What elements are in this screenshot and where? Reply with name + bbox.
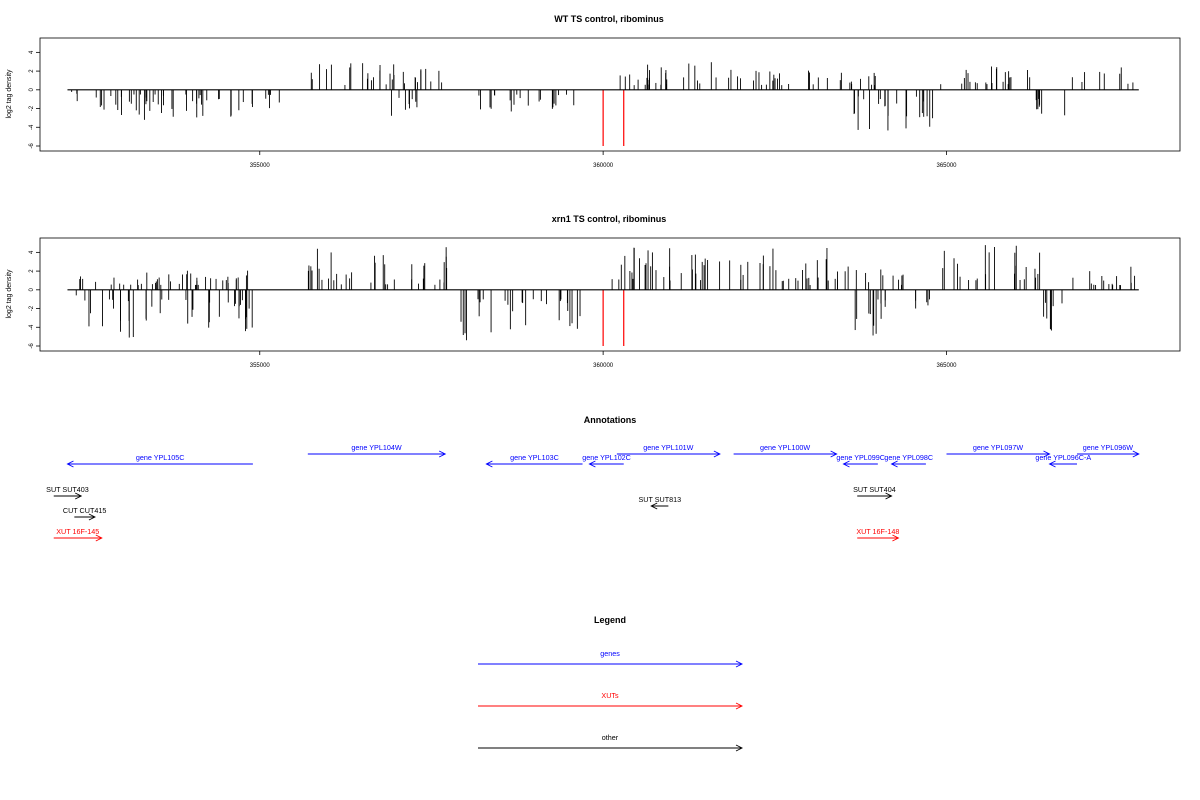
arrow-head <box>88 513 96 521</box>
feature-label: gene YPL101W <box>643 443 693 452</box>
x-tick-label: 360000 <box>593 363 614 369</box>
x-tick-label: 365000 <box>936 163 957 169</box>
plot-frame <box>39 37 1181 152</box>
arrow-head <box>75 492 83 500</box>
y-tick-label: -4 <box>29 124 35 130</box>
arrow-head <box>650 502 658 510</box>
feature-label: XUT 16F-148 <box>856 527 899 536</box>
y-tick-label: 2 <box>29 269 35 273</box>
legend: genes XUTs other <box>478 649 744 752</box>
panel-xrn1: xrn1 TS control, ribominus log2 tag dens… <box>6 214 1181 369</box>
arrow-head <box>735 702 744 710</box>
annotations-title: Annotations <box>584 415 637 425</box>
arrow-head <box>1043 450 1051 458</box>
panel-title: xrn1 TS control, ribominus <box>552 214 667 224</box>
arrow-head <box>66 460 74 468</box>
arrow-head <box>1048 460 1056 468</box>
y-tick-label: 4 <box>29 250 35 254</box>
legend-item: other <box>478 733 744 752</box>
feature-label: gene YPL098C <box>884 453 933 462</box>
feature-label: SUT SUT404 <box>853 485 896 494</box>
annotation-feature: gene YPL104W <box>307 443 447 458</box>
arrow-head <box>735 660 744 668</box>
feature-label: gene YPL099C <box>836 453 885 462</box>
annotation-feature: SUT SUT404 <box>853 485 896 500</box>
feature-label: SUT SUT813 <box>638 495 681 504</box>
annotation-feature: gene YPL102C <box>582 453 631 468</box>
y-tick-label: -6 <box>29 143 35 149</box>
y-tick-label: 2 <box>29 69 35 73</box>
feature-label: XUT 16F-145 <box>56 527 99 536</box>
arrow-head <box>885 492 893 500</box>
annotation-feature: SUT SUT403 <box>46 485 89 500</box>
panel-title: WT TS control, ribominus <box>554 14 664 24</box>
panel-wt: WT TS control, ribominus log2 tag densit… <box>6 14 1181 169</box>
y-axis-label: log2 tag density <box>6 269 13 319</box>
arrow-head <box>735 744 744 752</box>
feature-label: gene YPL105C <box>136 453 185 462</box>
arrow-head <box>95 534 103 542</box>
y-tick-label: 0 <box>29 287 35 291</box>
annotation-feature: gene YPL096W <box>1076 443 1140 458</box>
legend-label: genes <box>600 649 620 658</box>
feature-label: gene YPL103C <box>510 453 559 462</box>
y-axis-label: log2 tag density <box>6 69 13 119</box>
bars-group <box>71 62 1134 146</box>
annotation-feature: gene YPL101W <box>616 443 721 458</box>
axes-group: 4 2 0 -2 -4 -6 355000 360000 365000 <box>29 50 1139 169</box>
annotation-feature: SUT SUT813 <box>638 495 681 510</box>
legend-item: XUTs <box>478 691 744 710</box>
x-tick-label: 355000 <box>250 163 271 169</box>
arrow-head <box>842 460 850 468</box>
feature-label: gene YPL102C <box>582 453 631 462</box>
arrow-head <box>713 450 721 458</box>
annotation-feature: gene YPL103C <box>485 453 583 468</box>
legend-label: XUTs <box>601 691 619 700</box>
feature-label: gene YPL096C-A <box>1035 453 1091 462</box>
axes-group: 4 2 0 -2 -4 -6 355000 360000 365000 <box>29 250 1139 369</box>
legend-label: other <box>602 733 619 742</box>
y-tick-label: -6 <box>29 343 35 349</box>
arrow-head <box>892 534 900 542</box>
annotation-feature: gene YPL105C <box>66 453 253 468</box>
annotation-feature: gene YPL097W <box>946 443 1051 458</box>
x-tick-label: 365000 <box>936 363 957 369</box>
annotation-feature: XUT 16F-145 <box>53 527 103 542</box>
annotations-track: gene YPL105C gene YPL104W gene YPL103C gene… <box>46 443 1140 542</box>
annotation-feature: gene YPL099C <box>836 453 885 468</box>
feature-label: gene YPL100W <box>760 443 810 452</box>
annotation-feature: CUT CUT415 <box>63 506 106 521</box>
feature-label: SUT SUT403 <box>46 485 89 494</box>
annotation-feature: gene YPL096C-A <box>1035 453 1091 468</box>
legend-title: Legend <box>594 615 626 625</box>
plot-frame <box>39 237 1181 352</box>
arrow-head <box>588 460 596 468</box>
feature-label: gene YPL104W <box>351 443 401 452</box>
y-tick-label: -2 <box>29 305 35 311</box>
arrow-head <box>830 450 838 458</box>
feature-label: gene YPL096W <box>1083 443 1133 452</box>
legend-item: genes <box>478 649 744 668</box>
arrow-head <box>1132 450 1140 458</box>
annotation-feature: gene YPL100W <box>733 443 838 458</box>
y-tick-label: -2 <box>29 105 35 111</box>
annotation-feature: XUT 16F-148 <box>856 527 900 542</box>
arrow-head <box>438 450 447 458</box>
x-tick-label: 355000 <box>250 363 271 369</box>
feature-label: gene YPL097W <box>973 443 1023 452</box>
arrow-head <box>890 460 898 468</box>
y-tick-label: 0 <box>29 87 35 91</box>
annotation-feature: gene YPL098C <box>884 453 933 468</box>
y-tick-label: -4 <box>29 324 35 330</box>
y-tick-label: 4 <box>29 50 35 54</box>
x-tick-label: 360000 <box>593 163 614 169</box>
arrow-head <box>485 460 493 468</box>
feature-label: CUT CUT415 <box>63 506 106 515</box>
bars-group <box>75 245 1136 346</box>
